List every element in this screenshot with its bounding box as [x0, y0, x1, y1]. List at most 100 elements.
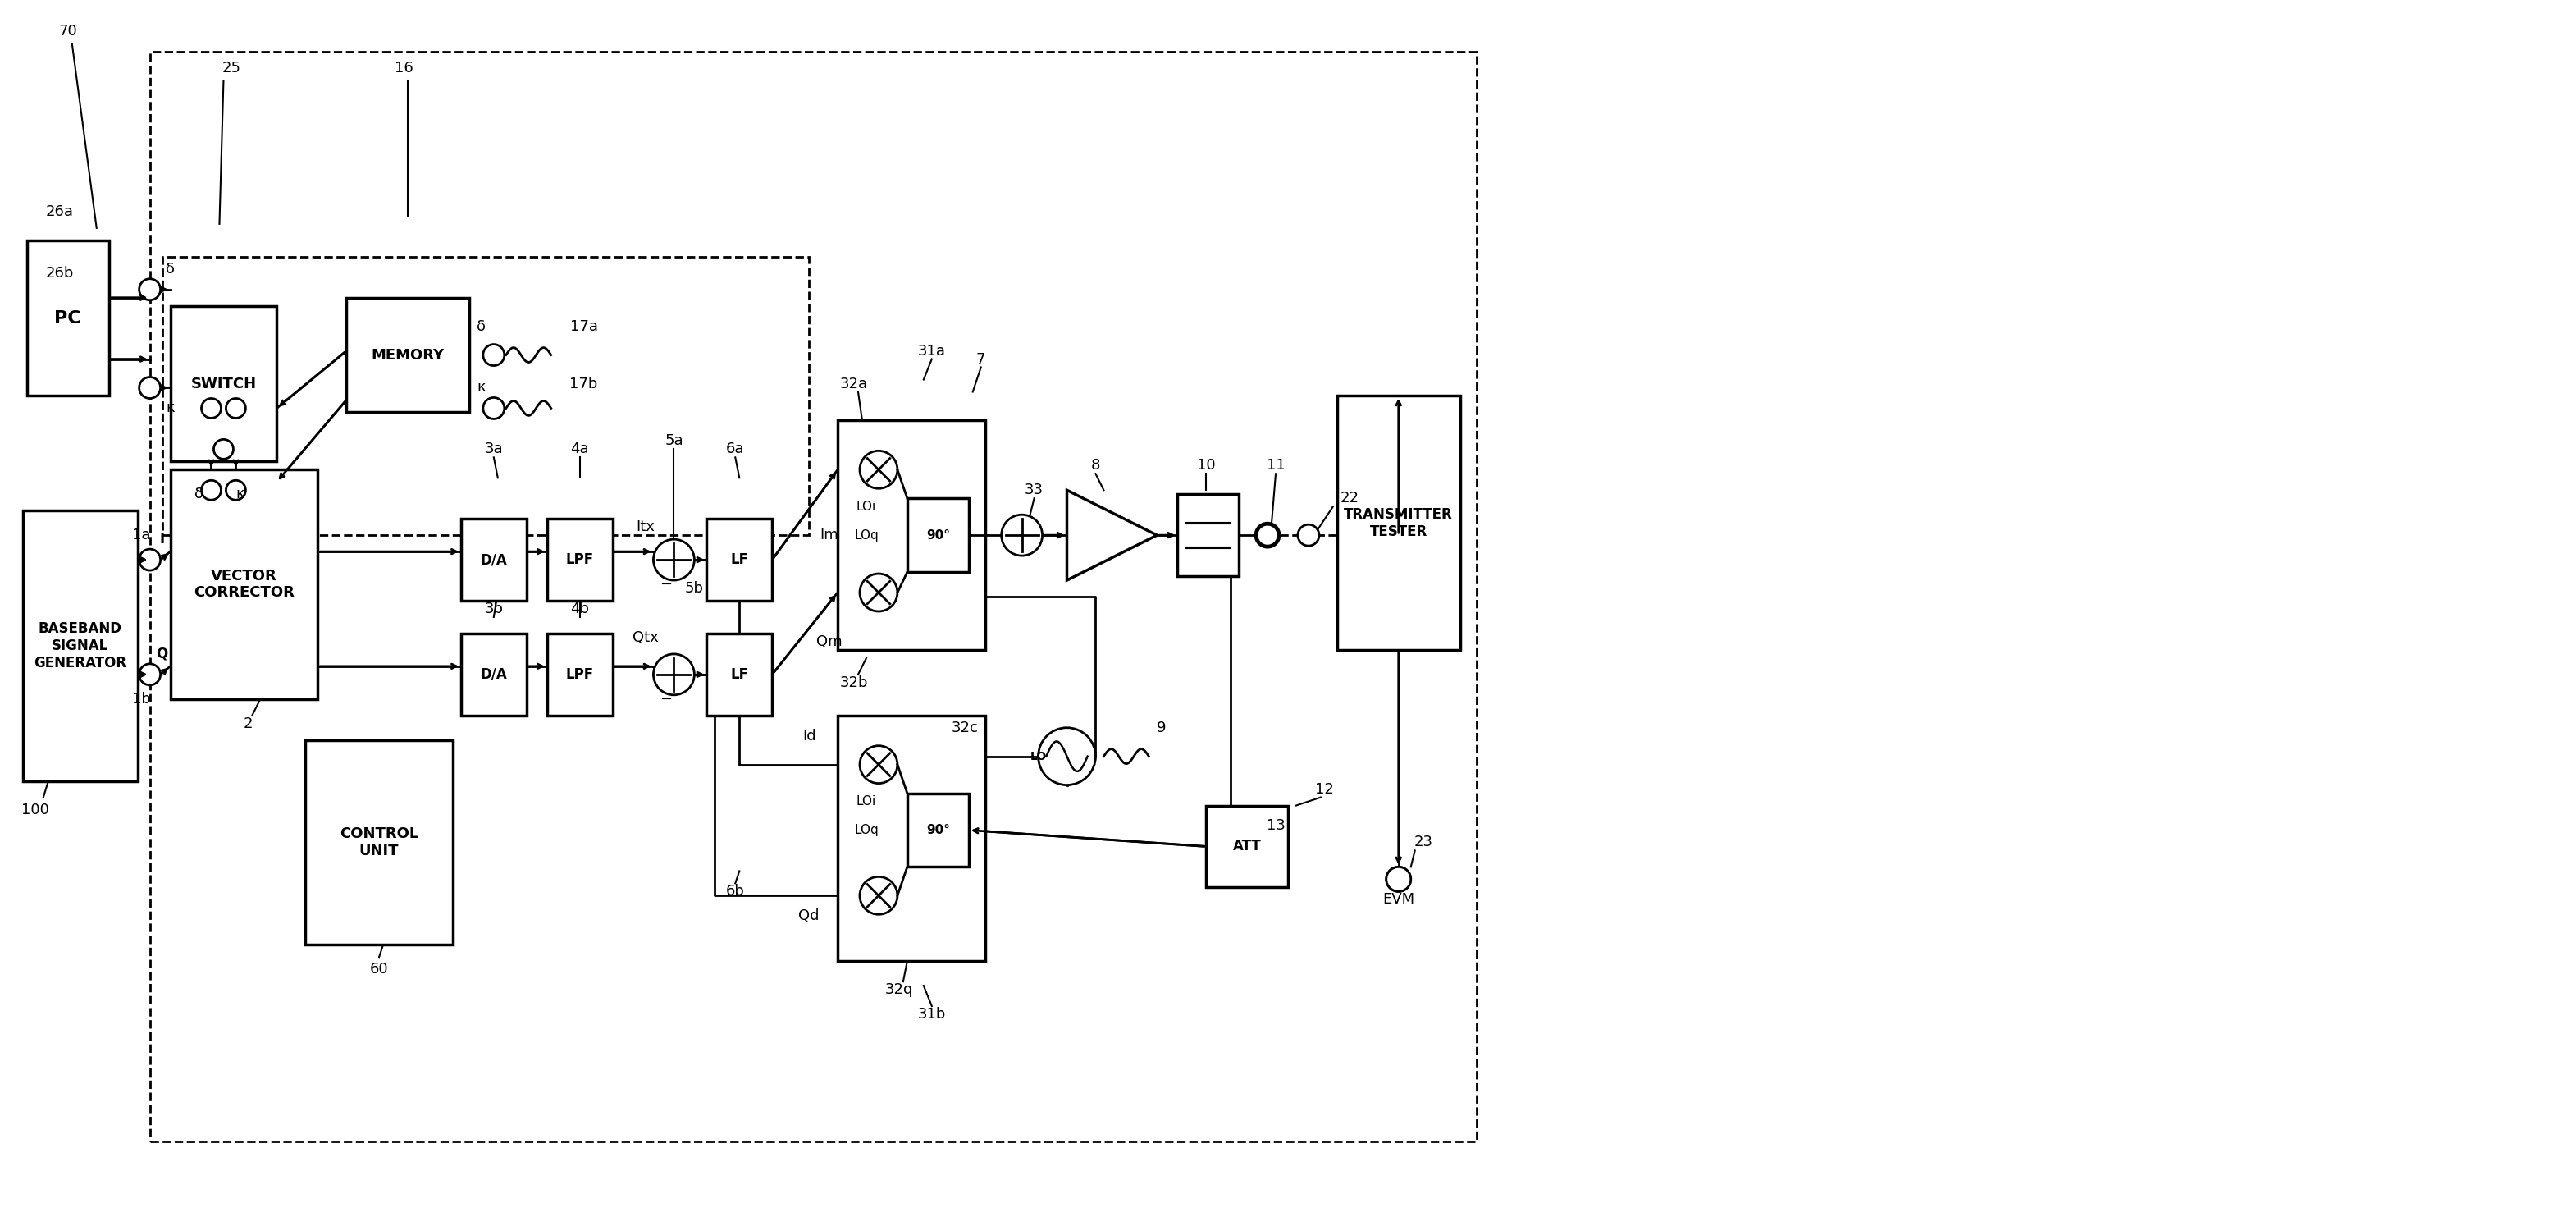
Circle shape [139, 663, 160, 685]
Circle shape [139, 279, 160, 300]
Text: 32a: 32a [840, 376, 868, 391]
Text: κ: κ [234, 487, 245, 501]
Text: 23: 23 [1414, 835, 1432, 849]
Text: SWITCH: SWITCH [191, 376, 258, 391]
Text: 32c: 32c [951, 720, 979, 736]
Text: LF: LF [732, 667, 750, 681]
Text: 3a: 3a [484, 442, 502, 457]
Text: ATT: ATT [1234, 840, 1262, 854]
Text: 100: 100 [21, 802, 49, 817]
Circle shape [1298, 524, 1319, 546]
Text: 6b: 6b [726, 884, 744, 899]
Text: −: − [659, 692, 672, 707]
Text: PC: PC [54, 310, 82, 326]
Text: Qd: Qd [799, 908, 819, 923]
Text: Qm: Qm [817, 634, 842, 649]
Text: 26b: 26b [46, 266, 75, 280]
Bar [170, 470, 317, 699]
Circle shape [860, 877, 896, 914]
Text: VECTOR
CORRECTOR: VECTOR CORRECTOR [193, 569, 294, 600]
Text: EVM: EVM [1383, 893, 1414, 907]
Circle shape [201, 481, 222, 500]
Text: I: I [160, 532, 165, 547]
Text: 1b: 1b [131, 692, 152, 707]
Circle shape [139, 550, 160, 570]
Text: D/A: D/A [479, 667, 507, 681]
Bar [461, 518, 526, 600]
Circle shape [1257, 524, 1278, 546]
Circle shape [1255, 523, 1280, 547]
Text: 11: 11 [1267, 458, 1285, 474]
Bar [1206, 806, 1288, 888]
Text: Id: Id [801, 728, 817, 743]
Text: 2: 2 [242, 716, 252, 731]
Text: 3b: 3b [484, 602, 502, 616]
Text: 25: 25 [222, 60, 242, 76]
Text: LOq: LOq [855, 529, 878, 541]
Circle shape [654, 654, 696, 695]
Bar [546, 518, 613, 600]
Text: δ: δ [193, 487, 204, 501]
Text: δ: δ [477, 319, 487, 333]
Text: LPF: LPF [567, 667, 592, 681]
Text: BASEBAND
SIGNAL
GENERATOR: BASEBAND SIGNAL GENERATOR [33, 621, 126, 670]
Text: 26a: 26a [46, 204, 75, 219]
Text: 13: 13 [1267, 819, 1285, 834]
Bar [345, 297, 469, 412]
Circle shape [1386, 867, 1412, 892]
Bar [23, 511, 137, 780]
Bar [1337, 396, 1461, 650]
Text: Itx: Itx [636, 519, 654, 534]
Circle shape [139, 377, 160, 399]
Bar [307, 741, 453, 945]
Text: 31a: 31a [917, 343, 945, 359]
Text: Qtx: Qtx [631, 631, 659, 645]
Text: CONTROL
UNIT: CONTROL UNIT [340, 826, 417, 858]
Text: 1a: 1a [131, 528, 152, 542]
Text: LOi: LOi [855, 795, 876, 808]
Text: 60: 60 [371, 962, 389, 977]
Bar [907, 794, 969, 867]
Circle shape [214, 440, 234, 459]
Circle shape [860, 745, 896, 783]
Bar [837, 420, 984, 650]
Bar [546, 633, 613, 715]
Text: 5b: 5b [685, 581, 703, 596]
Text: LOi: LOi [855, 500, 876, 512]
Bar [26, 240, 108, 396]
Text: δ: δ [165, 262, 175, 277]
Text: −: − [659, 577, 672, 592]
Text: 16: 16 [394, 60, 412, 76]
Text: 90°: 90° [925, 529, 951, 541]
Text: 4a: 4a [569, 442, 590, 457]
Text: 32q: 32q [886, 982, 912, 997]
Text: 31b: 31b [917, 1007, 945, 1022]
Text: 12: 12 [1316, 782, 1334, 796]
Bar [162, 257, 809, 535]
Text: LF: LF [732, 552, 750, 567]
Text: Q: Q [157, 646, 167, 661]
Circle shape [654, 539, 696, 580]
Circle shape [227, 399, 245, 418]
Text: 9: 9 [1157, 720, 1167, 736]
Text: 22: 22 [1340, 490, 1360, 506]
Circle shape [860, 574, 896, 611]
Text: LO: LO [1030, 750, 1046, 762]
Text: MEMORY: MEMORY [371, 348, 443, 362]
Text: LPF: LPF [567, 552, 592, 567]
Text: D/A: D/A [479, 552, 507, 567]
Circle shape [201, 399, 222, 418]
Circle shape [484, 344, 505, 366]
Bar [149, 52, 1476, 1142]
Text: Im: Im [819, 528, 840, 542]
Circle shape [860, 451, 896, 488]
Text: 32b: 32b [840, 675, 868, 690]
Text: 6a: 6a [726, 442, 744, 457]
Circle shape [484, 397, 505, 419]
Text: κ: κ [477, 381, 487, 395]
Text: κ: κ [165, 401, 175, 416]
Text: TRANSMITTER
TESTER: TRANSMITTER TESTER [1345, 507, 1453, 539]
Bar [461, 633, 526, 715]
Circle shape [227, 481, 245, 500]
Text: 90°: 90° [925, 824, 951, 836]
